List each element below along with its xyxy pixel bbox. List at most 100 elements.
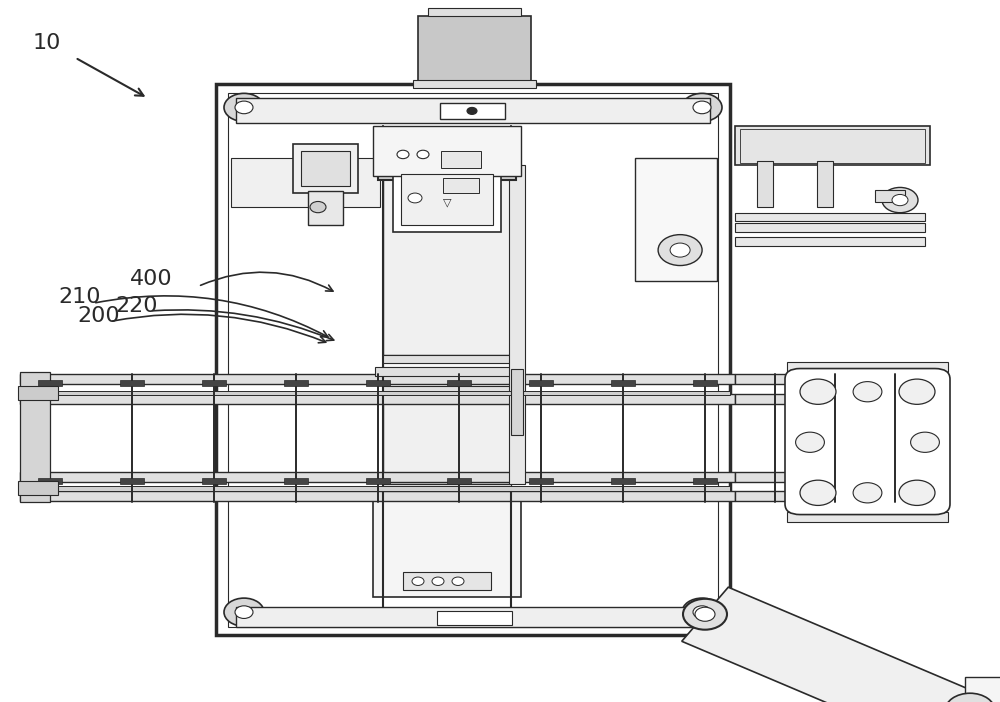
Circle shape — [443, 449, 451, 454]
Circle shape — [392, 533, 400, 538]
Circle shape — [460, 423, 468, 429]
Bar — [38, 380, 62, 386]
FancyArrowPatch shape — [153, 310, 334, 340]
Text: 200: 200 — [77, 305, 120, 326]
Circle shape — [391, 317, 399, 322]
Circle shape — [460, 436, 468, 442]
Circle shape — [682, 598, 722, 626]
Circle shape — [427, 46, 436, 53]
Circle shape — [800, 480, 836, 505]
Bar — [447, 380, 471, 386]
Bar — [735, 394, 930, 404]
Circle shape — [478, 317, 486, 322]
Bar — [378, 163, 516, 180]
Circle shape — [495, 399, 503, 404]
Bar — [20, 491, 735, 501]
Bar — [817, 161, 833, 207]
Circle shape — [460, 399, 468, 404]
Circle shape — [693, 101, 711, 114]
Circle shape — [408, 224, 416, 230]
Circle shape — [408, 317, 416, 322]
Bar — [20, 472, 735, 482]
Circle shape — [443, 423, 451, 429]
Bar — [403, 572, 491, 590]
Circle shape — [892, 194, 908, 206]
Circle shape — [391, 184, 399, 190]
Circle shape — [443, 343, 451, 349]
Circle shape — [460, 330, 468, 336]
Circle shape — [408, 411, 416, 417]
Bar — [418, 16, 531, 83]
Circle shape — [224, 93, 264, 121]
Circle shape — [391, 449, 399, 454]
Circle shape — [443, 277, 451, 282]
Circle shape — [478, 436, 486, 442]
Bar — [787, 362, 948, 372]
Bar — [735, 223, 925, 232]
Circle shape — [449, 55, 458, 62]
Circle shape — [470, 20, 479, 26]
Circle shape — [513, 55, 522, 62]
Text: 10: 10 — [33, 33, 61, 53]
Text: ▽: ▽ — [443, 197, 451, 207]
Circle shape — [426, 171, 434, 176]
Circle shape — [494, 559, 502, 565]
Circle shape — [452, 577, 464, 585]
Circle shape — [882, 187, 918, 213]
Bar — [693, 478, 717, 484]
Bar — [25, 486, 730, 491]
Circle shape — [495, 317, 503, 322]
Circle shape — [426, 237, 434, 243]
Circle shape — [469, 533, 477, 538]
Circle shape — [427, 20, 436, 26]
Circle shape — [443, 436, 451, 442]
Bar — [735, 139, 900, 148]
Circle shape — [443, 317, 451, 322]
Bar — [284, 478, 308, 484]
Circle shape — [426, 399, 434, 404]
Circle shape — [494, 546, 502, 552]
Circle shape — [408, 211, 416, 216]
Circle shape — [449, 29, 458, 35]
Circle shape — [470, 55, 479, 62]
Circle shape — [391, 171, 399, 176]
Circle shape — [495, 171, 503, 176]
Circle shape — [391, 343, 399, 349]
Circle shape — [391, 277, 399, 282]
Circle shape — [408, 184, 416, 190]
Circle shape — [460, 461, 468, 466]
Circle shape — [408, 449, 416, 454]
Circle shape — [391, 211, 399, 216]
FancyArrowPatch shape — [201, 272, 333, 291]
Circle shape — [417, 150, 429, 159]
Circle shape — [460, 473, 468, 479]
Bar — [735, 134, 900, 143]
Circle shape — [426, 436, 434, 442]
Circle shape — [408, 197, 416, 203]
Circle shape — [467, 107, 477, 114]
Bar — [428, 8, 521, 16]
Circle shape — [391, 263, 399, 269]
Circle shape — [495, 436, 503, 442]
Circle shape — [470, 73, 479, 79]
Circle shape — [683, 599, 727, 630]
Circle shape — [391, 290, 399, 296]
Circle shape — [491, 37, 500, 44]
Circle shape — [460, 171, 468, 176]
Circle shape — [426, 263, 434, 269]
Bar — [228, 93, 718, 627]
Circle shape — [460, 251, 468, 256]
Bar — [202, 380, 226, 386]
Circle shape — [391, 423, 399, 429]
Circle shape — [224, 598, 264, 626]
Bar — [757, 161, 773, 207]
Circle shape — [443, 461, 451, 466]
Bar — [383, 393, 511, 484]
Circle shape — [491, 20, 500, 26]
Circle shape — [800, 379, 836, 404]
Circle shape — [391, 411, 399, 417]
Bar — [373, 126, 521, 176]
Bar — [511, 369, 523, 435]
Circle shape — [449, 73, 458, 79]
Circle shape — [494, 519, 502, 525]
